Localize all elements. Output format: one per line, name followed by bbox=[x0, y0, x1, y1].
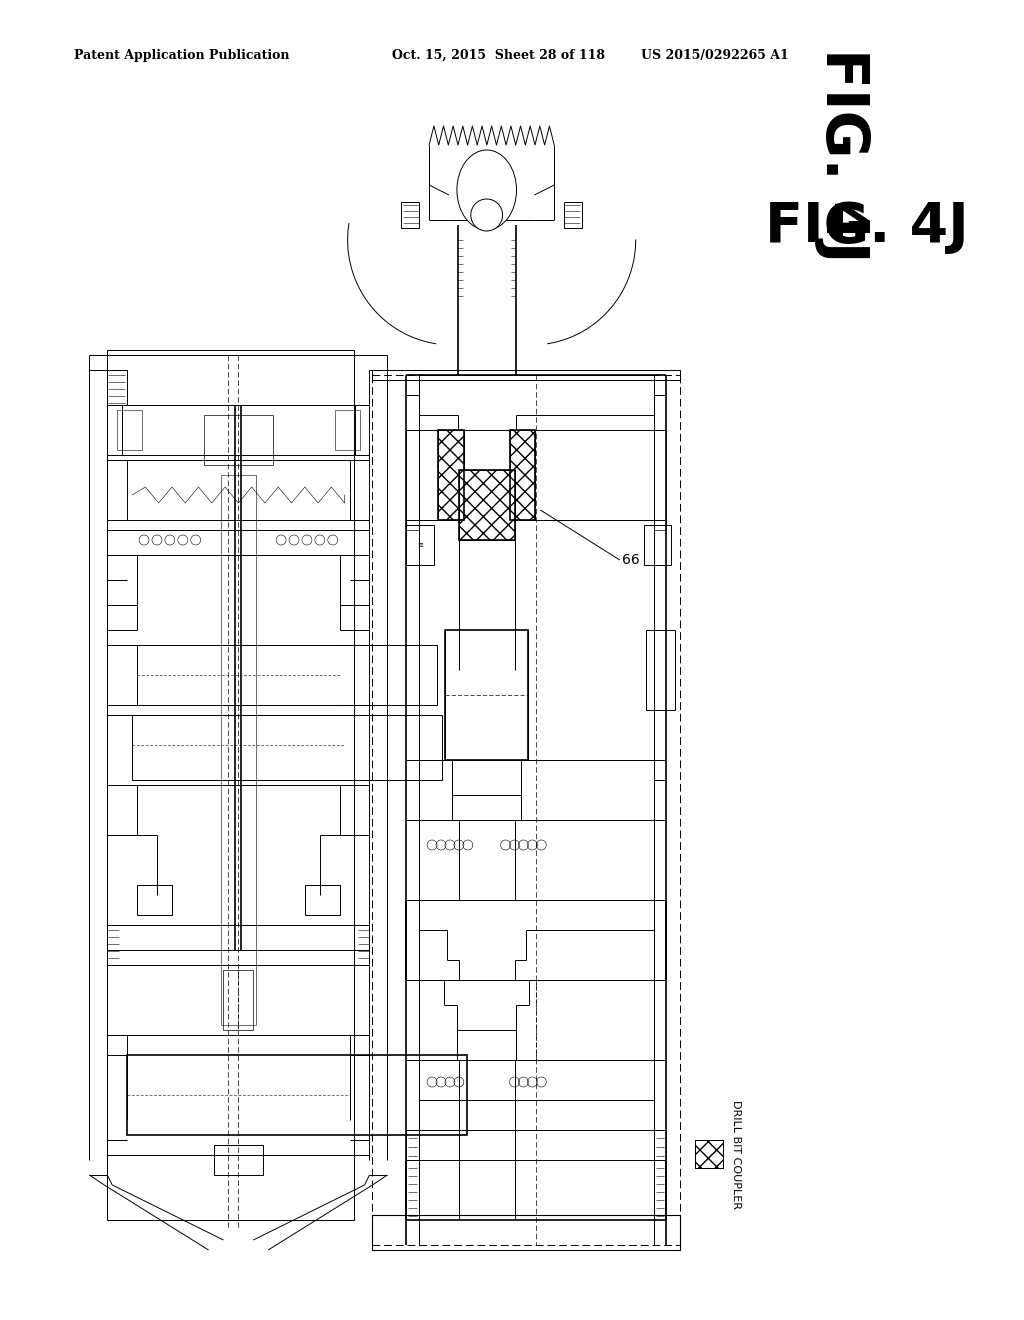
Bar bbox=[223, 970, 253, 1030]
Bar bbox=[438, 430, 464, 520]
Bar bbox=[695, 1140, 723, 1168]
Bar bbox=[695, 1140, 723, 1168]
Text: Oct. 15, 2015  Sheet 28 of 118: Oct. 15, 2015 Sheet 28 of 118 bbox=[392, 49, 605, 62]
Bar bbox=[132, 715, 442, 780]
Bar bbox=[373, 1214, 680, 1250]
Bar bbox=[305, 884, 340, 915]
Bar bbox=[653, 430, 667, 531]
Bar bbox=[214, 1144, 263, 1175]
Text: ≡: ≡ bbox=[417, 543, 423, 548]
Bar bbox=[117, 411, 142, 450]
Bar bbox=[335, 411, 359, 450]
Text: DRILL BIT COUPLER: DRILL BIT COUPLER bbox=[731, 1100, 741, 1209]
Bar bbox=[204, 414, 273, 465]
Bar bbox=[407, 525, 434, 565]
Bar bbox=[564, 202, 582, 228]
Bar bbox=[510, 430, 536, 520]
Bar bbox=[373, 370, 680, 380]
Text: US 2015/0292265 A1: US 2015/0292265 A1 bbox=[641, 49, 788, 62]
Bar bbox=[653, 1130, 667, 1160]
Bar bbox=[220, 475, 256, 1026]
Bar bbox=[645, 630, 676, 710]
Bar bbox=[401, 202, 419, 228]
Bar bbox=[445, 630, 528, 760]
Text: Patent Application Publication: Patent Application Publication bbox=[75, 49, 290, 62]
Bar bbox=[108, 350, 353, 1220]
Bar bbox=[127, 1055, 467, 1135]
Text: FIG. 4J: FIG. 4J bbox=[814, 48, 871, 263]
Bar bbox=[137, 645, 437, 705]
Bar bbox=[459, 470, 514, 540]
Bar bbox=[108, 370, 127, 405]
Text: 66: 66 bbox=[622, 553, 640, 568]
Bar bbox=[137, 884, 172, 915]
Circle shape bbox=[471, 199, 503, 231]
Bar bbox=[459, 470, 514, 540]
Text: FIG. 4J: FIG. 4J bbox=[765, 201, 969, 253]
Bar bbox=[407, 430, 419, 531]
Ellipse shape bbox=[457, 150, 516, 230]
Bar bbox=[644, 525, 672, 565]
Bar bbox=[510, 430, 536, 520]
Bar bbox=[438, 430, 464, 520]
Bar bbox=[452, 760, 521, 795]
Bar bbox=[407, 1130, 419, 1160]
Bar bbox=[419, 820, 653, 900]
